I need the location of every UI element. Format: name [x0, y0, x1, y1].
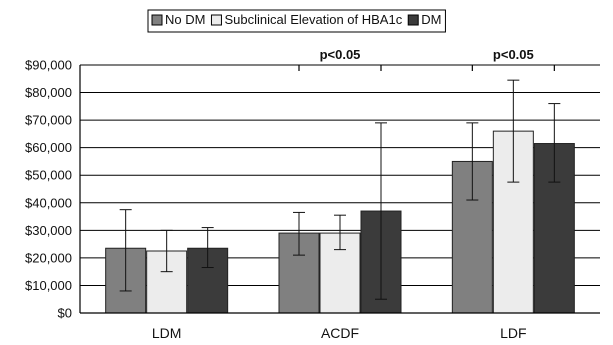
y-tick-label: $40,000 [25, 195, 72, 210]
y-tick-label: $90,000 [25, 58, 72, 73]
legend-label: No DM [165, 12, 205, 27]
y-tick-label: $70,000 [25, 113, 72, 128]
y-tick-label: $80,000 [25, 85, 72, 100]
significance-label: p<0.05 [320, 47, 361, 62]
legend-frame [147, 9, 446, 33]
annotations: p<0.05 p<0.05 [298, 47, 555, 71]
y-axis-ticks: $0 $10,000 $20,000 $30,000 $40,000 $50,000 $60… [25, 58, 72, 321]
legend-swatch [407, 14, 419, 26]
legend-label: DM [421, 12, 441, 27]
y-tick-label: $30,000 [25, 223, 72, 238]
y-tick-label: $20,000 [25, 250, 72, 265]
axes [79, 65, 600, 314]
y-tick-label: $60,000 [25, 140, 72, 155]
x-category-label: LDM [152, 325, 182, 341]
legend-swatch [151, 14, 163, 26]
legend-label: Subclinical Elevation of HBA1c [224, 12, 402, 27]
significance-label: p<0.05 [493, 47, 534, 62]
legend: No DM Subclinical Elevation of HBA1c DM [147, 9, 446, 33]
y-tick-label: $10,000 [25, 278, 72, 293]
x-category-label: LDF [500, 325, 526, 341]
x-category-label: ACDF [321, 325, 359, 341]
legend-swatch [210, 14, 222, 26]
x-axis-labels: LDM ACDF LDF [152, 325, 527, 341]
y-tick-label: $50,000 [25, 168, 72, 183]
error-bars [119, 79, 561, 300]
y-tick-label: $0 [58, 306, 72, 321]
